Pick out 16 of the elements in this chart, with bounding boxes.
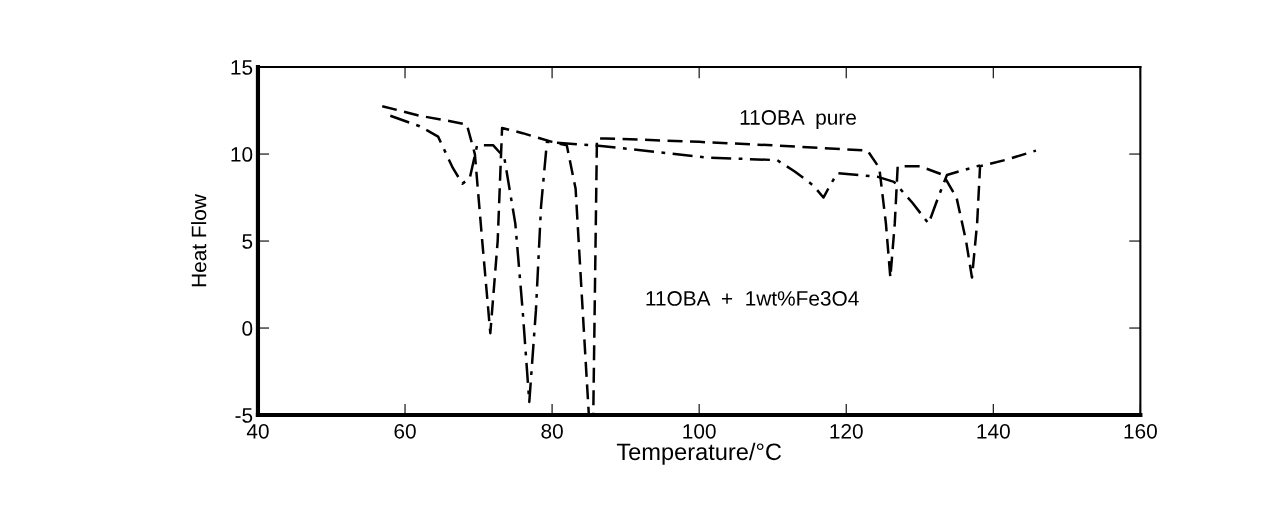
y-tick-label: 0	[242, 321, 253, 336]
y-tick-label: 15	[231, 60, 253, 75]
x-tick-label: 80	[541, 423, 563, 439]
y-tick-label: 10	[231, 147, 253, 162]
x-tick-label: 40	[246, 423, 269, 439]
annotation: 11OBA pure	[740, 110, 856, 129]
x-tick-label: 140	[977, 423, 1010, 439]
x-tick-label: 120	[830, 423, 863, 439]
y-tick-label: -5	[235, 408, 253, 423]
x-tick-label: 60	[394, 423, 416, 439]
x-axis-title: Temperature/°C	[616, 442, 782, 465]
x-tick-label: 100	[683, 423, 716, 439]
y-tick-label: 5	[242, 234, 253, 249]
x-tick-label: 160	[1124, 423, 1157, 439]
annotation: 11OBA + 1wt%Fe3O4	[646, 291, 859, 306]
y-axis-title: Heat Flow	[191, 194, 207, 287]
